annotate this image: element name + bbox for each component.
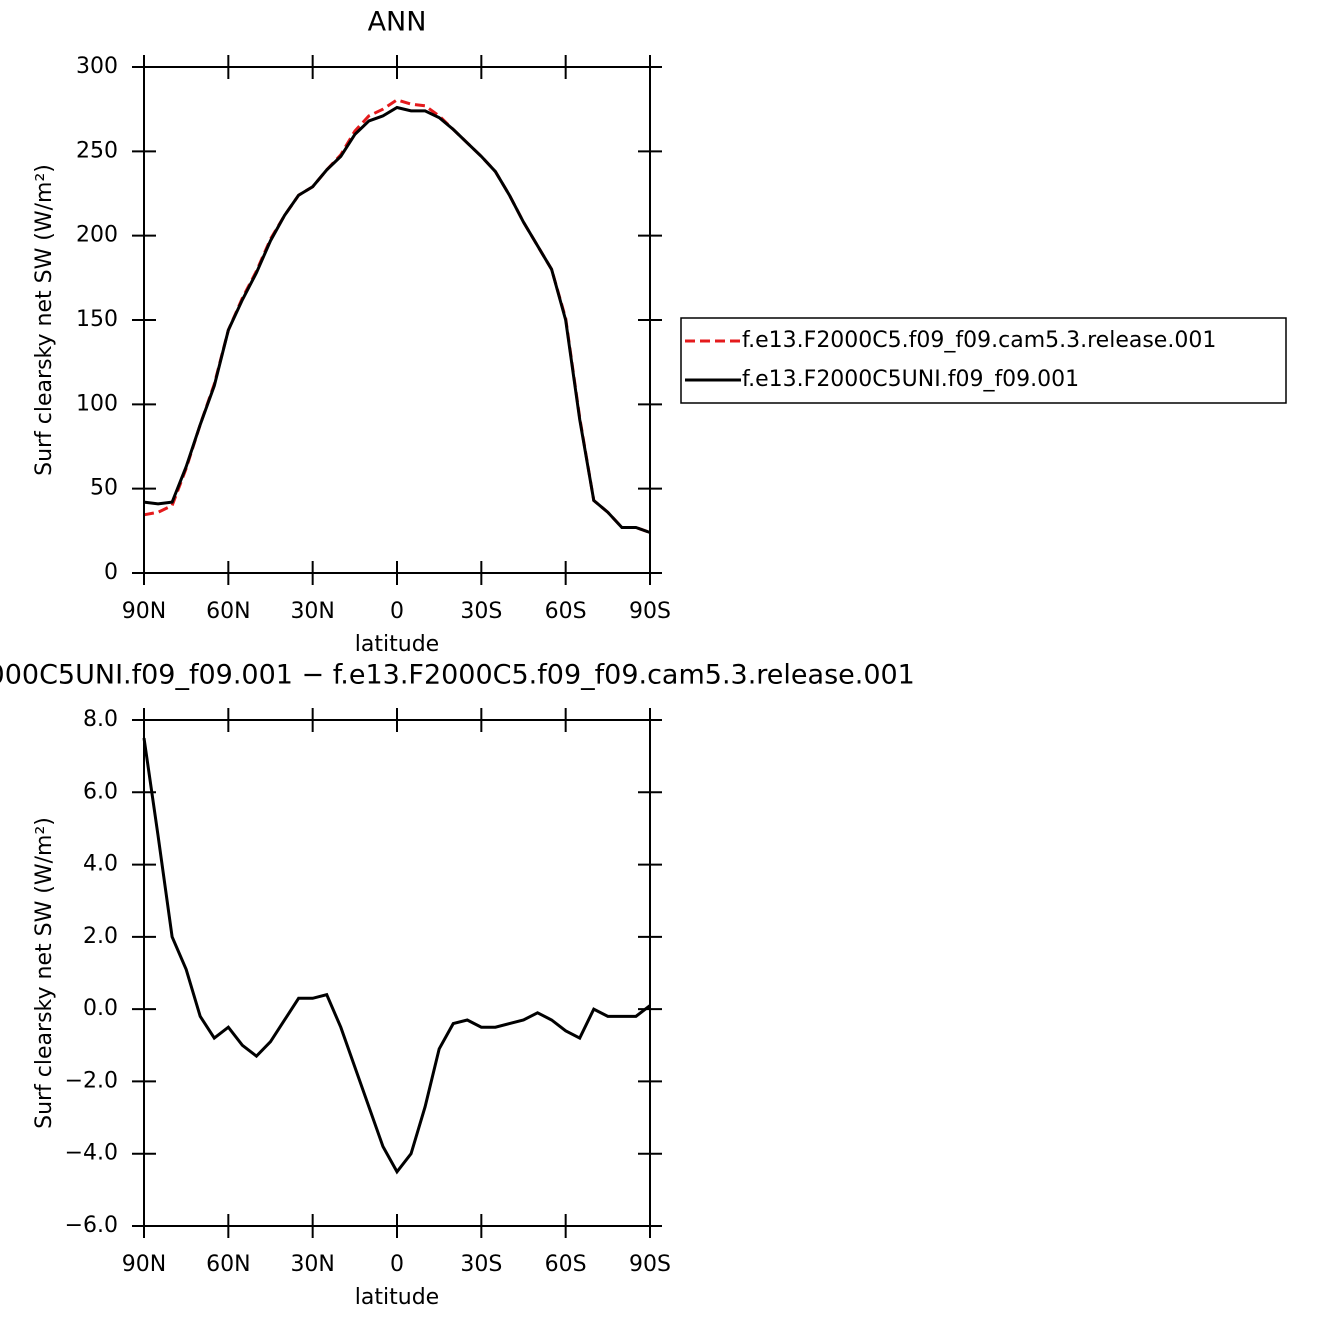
y-tick-label: 250 [76,138,118,163]
x-tick-label: 30S [460,1252,502,1277]
y-tick-label: −4.0 [65,1141,118,1166]
y-tick-label: 8.0 [83,707,118,732]
y-tick-label: 50 [90,476,118,501]
y-tick-label: 0 [104,560,118,585]
plot-frame [143,719,651,1227]
data-line [143,105,651,534]
y-tick-label: 300 [76,54,118,79]
x-tick-label: 30N [290,599,334,624]
legend-label: f.e13.F2000C5.f09_f09.cam5.3.release.001 [742,328,1216,353]
y-tick-label: 200 [76,223,118,248]
x-tick-label: 90S [629,1252,671,1277]
data-line [142,737,651,1175]
x-tick-label: 60S [545,599,587,624]
y-tick-label: 150 [76,307,118,332]
x-tick-label: 60S [545,1252,587,1277]
legend-label: f.e13.F2000C5UNI.f09_f09.001 [742,367,1079,392]
y-axis-label: Surf clearsky net SW (W/m²) [32,164,57,476]
data-line [143,98,651,534]
chart-title: ANN [368,7,427,38]
y-tick-label: 0.0 [83,996,118,1021]
x-tick-label: 30S [460,599,502,624]
y-tick-label: 6.0 [83,779,118,804]
plot-frame [143,66,651,574]
chart-title: f.e13.F2000C5UNI.f09_f09.001 − f.e13.F20… [0,660,915,691]
y-tick-label: 2.0 [83,924,118,949]
x-tick-label: 60N [206,1252,250,1277]
x-axis-label: latitude [355,1285,439,1310]
x-tick-label: 90N [122,599,166,624]
x-tick-label: 90N [122,1252,166,1277]
y-axis-label: Surf clearsky net SW (W/m²) [32,817,57,1129]
x-tick-label: 60N [206,599,250,624]
x-tick-label: 0 [390,599,404,624]
x-tick-label: 30N [290,1252,334,1277]
y-tick-label: 4.0 [83,852,118,877]
legend-box [680,317,1287,404]
x-axis-label: latitude [355,632,439,657]
x-tick-label: 0 [390,1252,404,1277]
y-tick-label: −6.0 [65,1213,118,1238]
y-tick-label: 100 [76,391,118,416]
x-tick-label: 90S [629,599,671,624]
y-tick-label: −2.0 [65,1068,118,1093]
